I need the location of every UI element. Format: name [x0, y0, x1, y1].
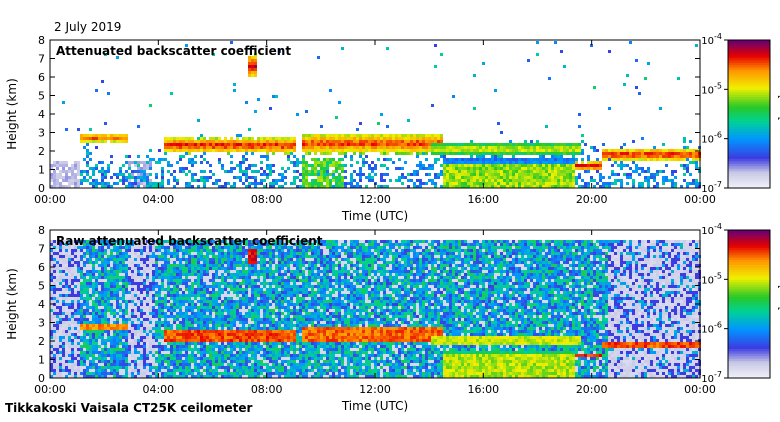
x-tick-label: 12:00: [359, 193, 391, 206]
x-tick-label: 00:00: [34, 193, 66, 206]
y-tick-label: 7: [38, 243, 45, 256]
y-tick-label: 1: [38, 354, 45, 367]
y-tick-label: 6: [38, 71, 45, 84]
y-tick-label: 3: [38, 317, 45, 330]
x-tick-label: 08:00: [251, 383, 283, 396]
y-tick-label: 4: [38, 108, 45, 121]
x-tick-label: 20:00: [576, 193, 608, 206]
chart-title: Attenuated backscatter coefficient: [56, 44, 291, 58]
y-tick-label: 2: [38, 335, 45, 348]
x-tick-label: 00:00: [34, 383, 66, 396]
y-tick-label: 8: [38, 224, 45, 237]
y-tick-label: 3: [38, 127, 45, 140]
x-axis-label: Time (UTC): [341, 399, 408, 413]
y-tick-label: 6: [38, 261, 45, 274]
colorbar-tick-label: 10-5: [701, 271, 722, 286]
y-tick-label: 2: [38, 145, 45, 158]
instrument-label: Tikkakoski Vaisala CT25K ceilometer: [5, 401, 252, 415]
x-tick-label: 08:00: [251, 193, 283, 206]
x-tick-label: 16:00: [467, 383, 499, 396]
colorbar-tick-label: 10-6: [701, 131, 722, 146]
y-tick-label: 1: [38, 164, 45, 177]
colorbar-tick-label: 10-4: [701, 32, 722, 47]
y-axis-label: Height (km): [5, 78, 19, 149]
x-tick-label: 04:00: [142, 383, 174, 396]
y-tick-label: 5: [38, 280, 45, 293]
x-tick-label: 12:00: [359, 383, 391, 396]
backscatter-field: [50, 240, 701, 378]
y-tick-label: 8: [38, 34, 45, 47]
x-tick-label: 20:00: [576, 383, 608, 396]
y-axis-label: Height (km): [5, 268, 19, 339]
x-axis-label: Time (UTC): [341, 209, 408, 223]
colorbar-tick-label: 10-7: [701, 180, 722, 195]
y-tick-label: 7: [38, 53, 45, 66]
colorbar-tick-label: 10-5: [701, 81, 722, 96]
y-tick-label: 5: [38, 90, 45, 103]
colorbar-tick-label: 10-6: [701, 321, 722, 336]
colorbar: [728, 230, 770, 379]
colorbar: [728, 40, 770, 189]
colorbar-tick-label: 10-4: [701, 222, 722, 237]
x-tick-label: 16:00: [467, 193, 499, 206]
chart-title: Raw attenuated backscatter coefficient: [56, 234, 323, 248]
y-tick-label: 4: [38, 298, 45, 311]
colorbar-tick-label: 10-7: [701, 370, 722, 385]
x-tick-label: 04:00: [142, 193, 174, 206]
